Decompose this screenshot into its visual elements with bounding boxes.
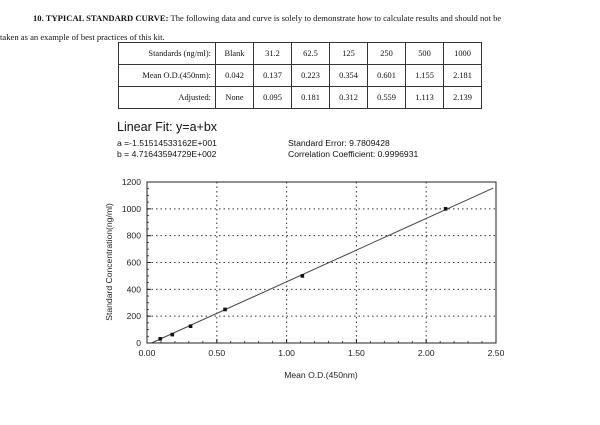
fit-summary: Linear Fit: y=a+bx a =-1.51514533162E+00… [117, 120, 418, 159]
x-axis-label: Mean O.D.(450nm) [284, 370, 358, 380]
x-tick-label: 1.00 [278, 348, 295, 358]
section-heading: 10. TYPICAL STANDARD CURVE: The followin… [0, 9, 600, 47]
x-tick-label: 0.50 [208, 348, 225, 358]
fit-std-error: Standard Error: 9.7809428 [288, 138, 390, 148]
y-tick-label: 800 [127, 231, 142, 241]
heading-text-line1: The following data and curve is solely t… [168, 13, 502, 23]
fit-b-value: b = 4.71643594729E+002 [117, 149, 217, 159]
data-point [188, 324, 193, 329]
table-row: Mean O.D.(450nm): 0.042 0.137 0.223 0.35… [118, 64, 482, 87]
x-tick-label: 1.50 [348, 348, 365, 358]
fit-title: Linear Fit: y=a+bx [117, 120, 218, 134]
y-tick-label: 1200 [122, 177, 141, 187]
data-point [223, 307, 227, 312]
data-point [443, 207, 448, 211]
y-tick-label: 1000 [122, 204, 141, 214]
y-tick-label: 600 [127, 258, 142, 268]
axis-ticks [146, 181, 497, 344]
fit-line [150, 187, 494, 344]
data-point [300, 274, 305, 278]
data-points [158, 207, 448, 341]
table-cell: 2.139 [443, 86, 482, 109]
table-row: Adjusted: None 0.095 0.181 0.312 0.559 1… [118, 86, 482, 109]
x-tick-label: 0.00 [139, 348, 156, 358]
y-axis-label: Standard Concentration(ng/ml) [104, 203, 114, 321]
x-tick-label: 2.50 [488, 348, 505, 358]
heading-title: 10. TYPICAL STANDARD CURVE: [33, 13, 169, 23]
heading-text-line2: taken as an example of best practices of… [0, 32, 165, 42]
chart-grid [147, 182, 496, 343]
fit-correlation: Correlation Coefficient: 0.9996931 [288, 149, 419, 159]
fit-a-value: a =-1.51514533162E+001 [117, 138, 217, 148]
data-point [170, 332, 175, 337]
y-tick-label: 400 [127, 284, 142, 294]
y-tick-labels: 0 200 400 600 800 1000 1200 [122, 177, 141, 348]
data-point [158, 337, 163, 341]
table-cell: 0.559 [367, 86, 406, 109]
y-tick-label: 200 [127, 311, 142, 321]
plot-frame [146, 181, 497, 344]
x-tick-label: 2.00 [418, 348, 435, 358]
y-tick-label: 0 [136, 338, 141, 348]
x-tick-labels: 0.00 0.50 1.00 1.50 2.00 2.50 [139, 348, 505, 358]
standards-table: Standards (ng/ml): Blank 31.2 62.5 125 2… [118, 42, 482, 109]
